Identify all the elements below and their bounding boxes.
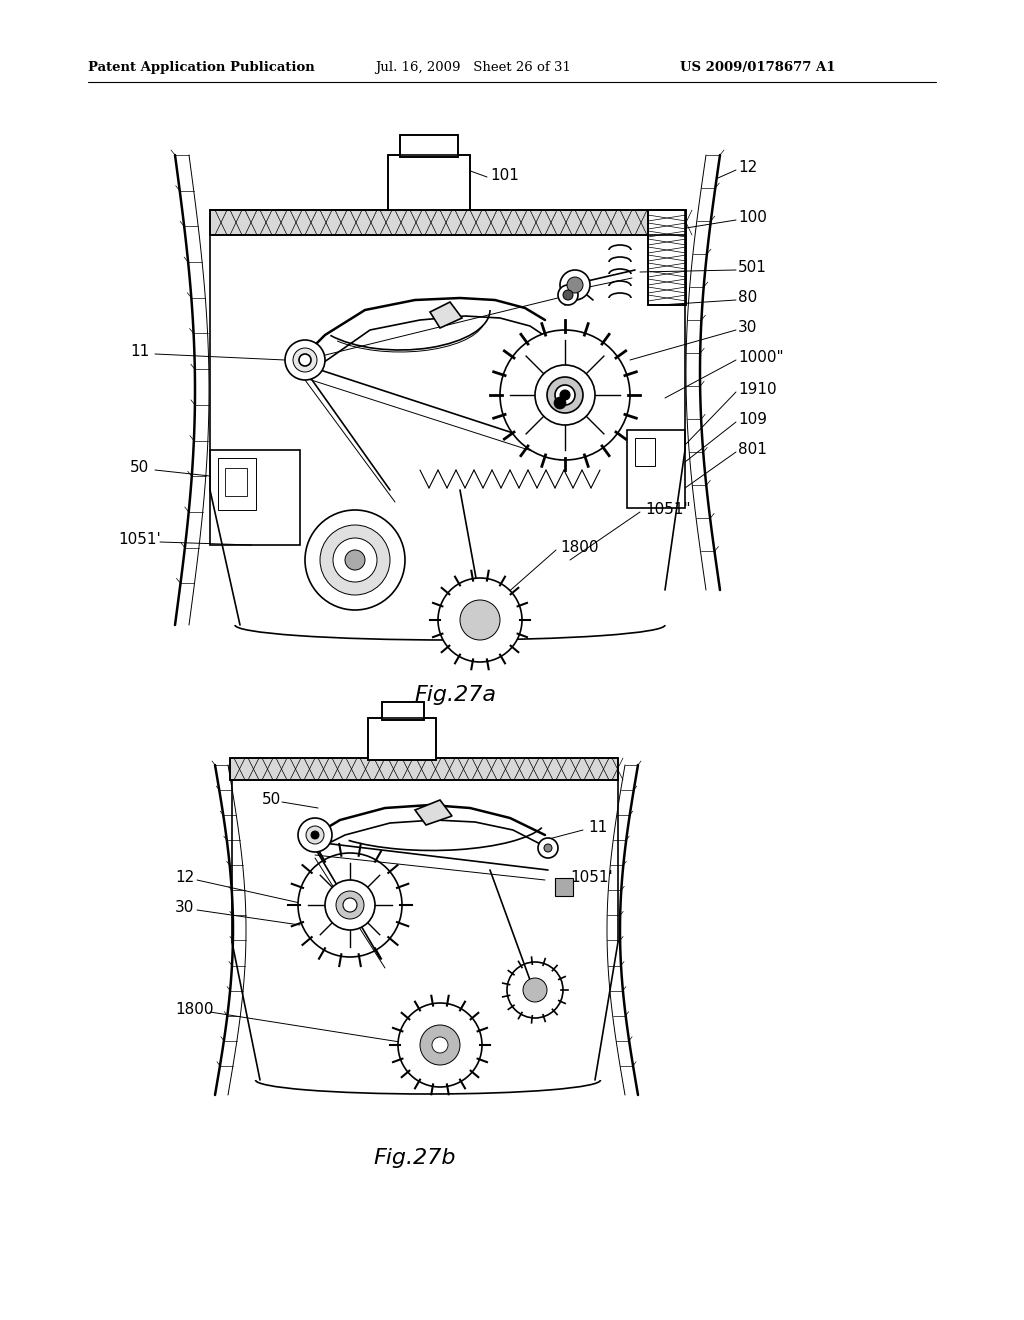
Bar xyxy=(382,702,424,719)
Text: Jul. 16, 2009   Sheet 26 of 31: Jul. 16, 2009 Sheet 26 of 31 xyxy=(375,62,570,74)
Circle shape xyxy=(535,366,595,425)
Text: 80: 80 xyxy=(738,290,758,305)
Circle shape xyxy=(333,539,377,582)
Bar xyxy=(555,878,573,896)
Text: 101: 101 xyxy=(490,168,519,182)
Text: 11: 11 xyxy=(130,345,150,359)
Text: 1800: 1800 xyxy=(560,540,598,556)
Circle shape xyxy=(306,826,324,843)
Text: 1910: 1910 xyxy=(738,383,776,397)
Circle shape xyxy=(563,290,573,300)
Circle shape xyxy=(438,578,522,663)
Polygon shape xyxy=(415,800,452,825)
Polygon shape xyxy=(430,302,462,327)
Bar xyxy=(368,718,436,760)
Text: 12: 12 xyxy=(175,870,195,886)
Text: 30: 30 xyxy=(738,321,758,335)
Circle shape xyxy=(398,1003,482,1086)
Bar xyxy=(368,718,436,760)
Bar xyxy=(648,210,686,305)
Bar xyxy=(225,469,247,496)
Circle shape xyxy=(555,385,575,405)
Circle shape xyxy=(567,277,583,293)
Bar xyxy=(210,450,300,545)
Bar xyxy=(218,458,256,510)
Text: 501: 501 xyxy=(738,260,767,276)
Text: 50: 50 xyxy=(262,792,282,808)
Bar xyxy=(230,758,618,780)
Text: 1000": 1000" xyxy=(738,351,783,366)
Circle shape xyxy=(319,525,390,595)
Bar xyxy=(400,135,458,157)
Circle shape xyxy=(299,354,311,366)
Circle shape xyxy=(523,978,547,1002)
Text: 801: 801 xyxy=(738,442,767,458)
Circle shape xyxy=(311,832,319,840)
Circle shape xyxy=(460,601,500,640)
Bar xyxy=(388,154,470,210)
Circle shape xyxy=(507,962,563,1018)
Circle shape xyxy=(432,1038,449,1053)
Circle shape xyxy=(336,891,364,919)
Bar xyxy=(382,702,424,719)
Text: 50: 50 xyxy=(130,461,150,475)
Text: 30: 30 xyxy=(175,900,195,916)
Circle shape xyxy=(325,880,375,931)
Circle shape xyxy=(554,397,566,409)
Text: 1800: 1800 xyxy=(175,1002,213,1018)
Circle shape xyxy=(560,271,590,300)
Circle shape xyxy=(298,853,402,957)
Circle shape xyxy=(298,818,332,851)
Text: 109: 109 xyxy=(738,412,767,428)
Bar xyxy=(210,210,685,235)
Text: 12: 12 xyxy=(738,161,758,176)
Circle shape xyxy=(547,378,583,413)
Circle shape xyxy=(420,1026,460,1065)
Text: Patent Application Publication: Patent Application Publication xyxy=(88,62,314,74)
Circle shape xyxy=(293,348,317,372)
Bar xyxy=(388,154,470,210)
Text: 1051': 1051' xyxy=(118,532,161,548)
Bar xyxy=(627,430,685,508)
Text: US 2009/0178677 A1: US 2009/0178677 A1 xyxy=(680,62,836,74)
Text: Fig.27a: Fig.27a xyxy=(414,685,496,705)
Text: Fig.27b: Fig.27b xyxy=(374,1148,457,1168)
Circle shape xyxy=(345,550,365,570)
Bar xyxy=(648,210,686,305)
Bar xyxy=(635,438,655,466)
Bar xyxy=(400,135,458,157)
Circle shape xyxy=(558,285,578,305)
Circle shape xyxy=(343,898,357,912)
Text: 100: 100 xyxy=(738,210,767,226)
Circle shape xyxy=(544,843,552,851)
Bar xyxy=(210,210,685,235)
Circle shape xyxy=(538,838,558,858)
Text: 1051": 1051" xyxy=(645,503,690,517)
Circle shape xyxy=(285,341,325,380)
Text: 11: 11 xyxy=(588,821,607,836)
Circle shape xyxy=(560,389,570,400)
Circle shape xyxy=(305,510,406,610)
Bar xyxy=(230,758,618,780)
Text: 1051': 1051' xyxy=(570,870,612,886)
Circle shape xyxy=(500,330,630,459)
